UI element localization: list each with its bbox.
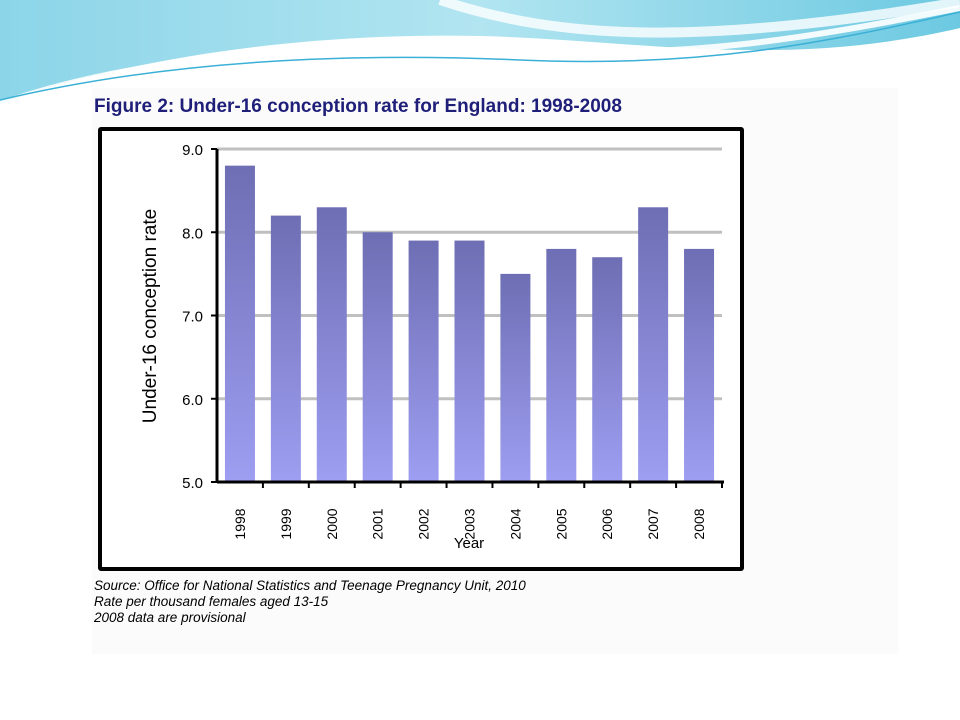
x-tick-label: 2002	[416, 508, 432, 539]
bar-2007	[638, 207, 669, 482]
x-tick-label: 1998	[232, 508, 248, 539]
y-tick-label: 5.0	[182, 475, 203, 492]
y-tick-label: 8.0	[182, 225, 203, 242]
x-tick-label: 2007	[645, 508, 661, 539]
bar-2008	[684, 248, 715, 482]
bar-2003	[454, 240, 485, 482]
chart-notes: Source: Office for National Statistics a…	[94, 578, 526, 626]
bar-1999	[270, 215, 301, 482]
bar-2001	[362, 232, 393, 482]
rate-note: Rate per thousand females aged 13-15	[94, 594, 329, 609]
y-tick-label: 7.0	[182, 309, 203, 326]
y-tick-label: 6.0	[182, 392, 203, 409]
x-axis-title: Year	[454, 535, 484, 552]
x-tick-label: 2000	[324, 508, 340, 539]
x-tick-label: 2003	[462, 508, 478, 539]
x-tick-label: 2001	[370, 508, 386, 539]
x-tick-label: 2005	[553, 508, 569, 539]
bar-2002	[408, 240, 439, 482]
bar-2005	[546, 248, 577, 482]
provisional-note: 2008 data are provisional	[94, 610, 246, 625]
source-note: Source: Office for National Statistics a…	[94, 578, 526, 593]
bar-2004	[500, 273, 531, 482]
y-axis-title: Under-16 conception rate	[140, 209, 161, 423]
bar-2006	[592, 257, 623, 482]
y-tick-label: 9.0	[182, 142, 203, 159]
bar-1998	[224, 165, 255, 482]
x-tick-label: 1999	[278, 508, 294, 539]
figure-title: Figure 2: Under-16 conception rate for E…	[94, 96, 622, 117]
slide-header-wave	[0, 0, 960, 107]
x-tick-label: 2006	[599, 508, 615, 539]
x-tick-label: 2008	[691, 508, 707, 539]
x-tick-label: 2004	[507, 508, 523, 539]
bar-2000	[316, 207, 347, 482]
